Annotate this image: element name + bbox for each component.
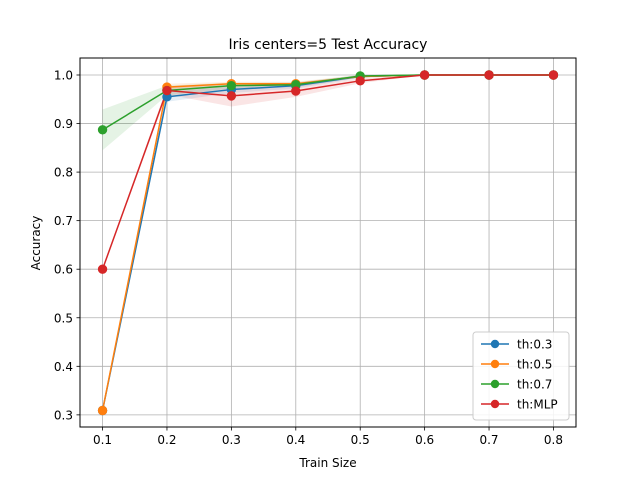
plot-frame [79,57,577,428]
data-point [97,405,108,416]
chart-title: Iris centers=5 Test Accuracy [229,37,428,53]
y-tick-label: 0.7 [54,214,73,228]
series-lines [101,74,554,411]
axis-ticks: 0.1 0.2 0.3 0.4 0.5 0.6 0.7 0.8 0.3 0.4 0.5 0.6 0.7 0… [54,68,563,447]
legend-box [472,331,570,421]
series-line [101,74,554,270]
x-tick-label: 0.2 [157,433,176,447]
legend-label: th:0.7 [517,378,552,392]
data-point [97,125,108,135]
x-axis-title: Train Size [298,456,356,470]
y-tick-label: 1.0 [54,68,73,82]
series-markers [97,70,559,416]
legend-marker [490,359,500,369]
x-tick-label: 0.1 [93,433,112,447]
x-tick-label: 0.8 [544,433,563,447]
x-tick-label: 0.3 [222,433,241,447]
data-point [162,85,172,96]
legend-marker [490,399,500,409]
x-tick-label: 0.6 [415,433,434,447]
legend-label: th:0.3 [517,338,552,352]
y-tick-label: 0.3 [54,408,73,422]
data-point [355,76,365,86]
y-axis-title: Accuracy [29,216,43,271]
x-tick-label: 0.7 [479,433,498,447]
legend-marker [490,379,500,389]
legend-label: th:MLP [517,398,558,412]
y-tick-label: 0.8 [54,166,73,180]
legend-marker [490,339,500,349]
y-tick-label: 0.6 [54,263,73,277]
y-tick-label: 0.5 [54,311,73,325]
data-point [548,70,559,80]
legend: th:0.3 th:0.5 th:0.7 th:MLP [472,331,570,421]
data-point [484,70,494,80]
x-tick-label: 0.5 [351,433,370,447]
data-point [226,80,237,91]
y-tick-label: 0.9 [54,117,73,131]
legend-label: th:0.5 [517,358,552,372]
data-point [226,91,237,101]
y-tick-label: 0.4 [54,360,73,374]
data-point [419,70,430,80]
x-tick-label: 0.4 [286,433,305,447]
data-point [97,264,108,274]
data-point [291,86,301,96]
